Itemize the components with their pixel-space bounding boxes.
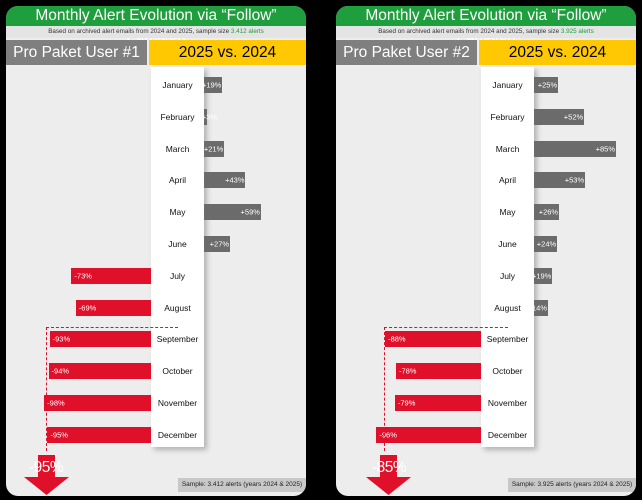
bar-value-march: +85% [595,144,616,154]
bar-value-april: +53% [564,175,585,185]
month-label-july: July [499,270,516,281]
guide-line-horizontal [384,326,508,328]
bar-november [44,395,151,411]
down-arrow-icon [366,455,411,495]
bar-october [48,363,151,380]
month-label-december: December [487,429,528,440]
month-label-january: January [162,80,193,90]
bar-may [534,204,560,221]
bar-june [534,236,558,252]
bar-december [47,426,151,443]
bar-value-october: -94% [51,366,70,376]
bar-value-may: +26% [538,207,559,217]
sample-footer: Sample: 3.925 alerts (years 2024 & 2025) [508,478,636,492]
guide-line-horizontal [46,326,178,328]
bar-august [534,299,548,316]
bar-november [394,395,481,411]
bar-value-april: +43% [225,175,245,185]
bar-value-august: -69% [78,303,97,313]
bar-february [204,108,207,125]
guide-line-vertical [384,326,385,451]
chart-title: Monthly Alert Evolution via “Follow” Fun… [336,6,636,44]
user-label: Pro Paket User #2 [336,40,477,65]
bar-value-january: +25% [537,80,558,90]
bar-may [204,204,261,221]
bar-value-october: -78% [398,366,417,376]
bar-december [376,426,481,443]
bar-value-may: +59% [240,207,260,217]
comparison-label: 2025 vs. 2024 [149,40,306,65]
sample-size-highlight: 3.412 alerts [230,28,264,35]
bar-july [534,267,553,284]
bar-march [534,140,617,157]
bar-january [204,77,223,93]
bar-february [534,108,585,125]
month-label-may: May [499,207,516,218]
month-column: January February March April May June July Augu… [151,67,204,447]
down-arrow-icon [24,455,69,495]
bar-value-june: +24% [536,239,557,249]
month-label-march: March [495,143,520,154]
month-label-august: August [164,302,191,313]
month-label-march: March [165,143,190,154]
subtitle-text: Based on archived alert emails from 2024… [378,28,560,35]
month-label-december: December [157,429,198,440]
bar-value-july: +19% [531,271,552,281]
summary-label: -85% [372,459,407,476]
month-label-january: January [492,80,523,90]
bar-value-january: +19% [201,80,222,90]
user-label: Pro Paket User #1 [6,40,147,65]
month-label-october: October [492,366,523,377]
bar-value-march: +21% [203,144,224,154]
sample-size-highlight: 3.925 alerts [560,28,594,35]
bar-value-september: -93% [52,334,71,344]
month-label-may: May [169,207,186,218]
month-label-june: June [498,239,517,249]
month-column: January February March April May June July Augu… [481,67,534,447]
bar-value-december: -96% [379,430,397,440]
bar-july [71,267,151,284]
bar-value-december: -95% [50,430,68,440]
month-label-july: July [169,270,186,281]
chart-subtitle: Based on archived alert emails from 2024… [6,26,306,38]
bar-value-september: -88% [388,334,406,344]
chart-panel-2: Monthly Alert Evolution via “Follow” Fun… [336,6,636,496]
summary-label: -95% [29,459,64,476]
bar-value-february: +52% [563,112,584,122]
month-label-september: September [486,334,529,345]
bar-october [395,363,481,380]
chart-title: Monthly Alert Evolution via “Follow” Fun… [6,6,306,44]
subtitle-text: Based on archived alert emails from 2024… [48,28,230,35]
bar-value-november: -79% [397,398,416,408]
month-label-april: April [168,175,186,186]
month-label-august: August [494,302,521,313]
month-label-february: February [160,111,195,122]
month-label-june: June [168,239,187,249]
month-label-november: November [157,398,198,408]
bar-value-february: +3% [201,112,217,122]
month-label-april: April [498,175,516,186]
sample-footer: Sample: 3.412 alerts (years 2024 & 2025) [178,478,306,492]
month-label-november: November [487,398,528,408]
bar-value-july: -73% [74,271,92,281]
bar-january [534,77,559,93]
guide-line-vertical [46,326,47,451]
month-label-october: October [162,366,193,377]
month-label-september: September [156,334,199,345]
month-label-february: February [490,111,525,122]
bar-september [49,331,151,348]
bar-april [204,172,246,189]
bar-value-june: +27% [209,239,230,249]
bar-march [204,140,225,157]
bar-april [534,172,586,189]
bar-value-november: -98% [47,398,65,408]
bar-september [385,331,481,348]
bar-june [204,236,231,252]
bar-august [75,299,151,316]
chart-subtitle: Based on archived alert emails from 2024… [336,26,636,38]
chart-panel-1: Monthly Alert Evolution via “Follow” Fun… [6,6,306,496]
comparison-label: 2025 vs. 2024 [479,40,636,65]
bar-value-august: +14% [527,303,547,313]
